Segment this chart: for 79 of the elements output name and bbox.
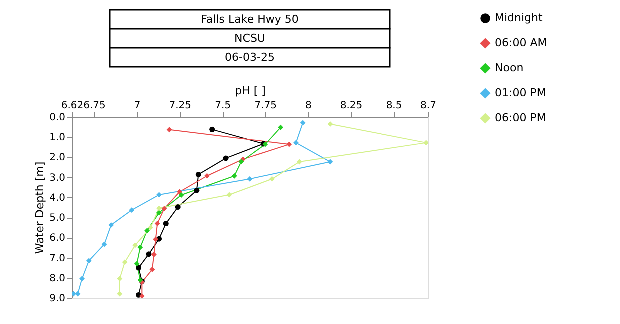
point xyxy=(72,291,76,297)
point xyxy=(139,293,145,298)
legend-label: 01:00 PM xyxy=(495,86,546,100)
x-tick-label: 6.62 xyxy=(61,100,84,112)
point xyxy=(151,252,157,258)
y-tick-label: 5.0 xyxy=(50,213,66,224)
legend-label: Noon xyxy=(495,62,524,74)
point xyxy=(156,210,162,216)
x-tick-label: 7.25 xyxy=(169,100,192,112)
y-tick-label: 1.0 xyxy=(50,132,66,144)
y-tick-label: 0.0 xyxy=(50,112,66,124)
point xyxy=(136,265,142,271)
chart-title: Falls Lake Hwy 50 xyxy=(201,13,299,26)
point xyxy=(86,258,92,264)
point xyxy=(153,236,159,242)
point xyxy=(166,127,172,133)
point xyxy=(177,189,183,195)
point xyxy=(296,159,302,165)
point xyxy=(247,176,253,182)
point xyxy=(424,140,428,146)
y-tick-label: 3.0 xyxy=(50,172,66,184)
x-tick-label: 8.5 xyxy=(386,100,402,112)
point xyxy=(75,291,81,297)
point xyxy=(226,192,232,198)
point xyxy=(156,192,162,198)
legend-label: 06:00 AM xyxy=(495,36,548,50)
point xyxy=(196,172,202,178)
x-axis-title: pH [ ] xyxy=(235,84,266,98)
x-tick-label: 7.5 xyxy=(215,100,232,112)
x-tick-label: 8.25 xyxy=(340,100,363,112)
legend-label: 06:00 PM xyxy=(495,112,546,124)
chart-subtitle: NCSU xyxy=(234,32,266,45)
y-tick-label: 8.0 xyxy=(50,273,66,284)
point xyxy=(223,156,229,162)
point xyxy=(148,225,154,231)
point xyxy=(293,140,299,146)
point xyxy=(117,276,123,282)
y-tick-label: 2.0 xyxy=(50,152,66,164)
point xyxy=(154,221,160,227)
point xyxy=(138,244,144,250)
point xyxy=(129,208,135,214)
point xyxy=(102,242,108,248)
legend-label: Midnight xyxy=(495,12,544,24)
x-tick-label: 6.75 xyxy=(84,100,106,112)
y-tick-label: 4.0 xyxy=(50,192,66,204)
point xyxy=(328,159,334,165)
point xyxy=(163,221,169,227)
point xyxy=(238,159,244,165)
point xyxy=(80,276,86,282)
y-tick-label: 7.0 xyxy=(50,253,66,264)
point xyxy=(300,120,306,126)
x-tick-label: 7.75 xyxy=(254,100,278,112)
point xyxy=(232,173,238,179)
y-axis-title: Water Depth [m] xyxy=(34,162,47,254)
point xyxy=(134,261,140,267)
point xyxy=(156,206,162,212)
point xyxy=(204,173,210,179)
x-tick-label: 8 xyxy=(306,100,312,112)
point xyxy=(278,124,284,130)
text: 06-03-25 xyxy=(225,51,275,64)
point xyxy=(144,228,150,234)
x-tick-label: 7 xyxy=(134,100,141,112)
point xyxy=(194,188,200,194)
point xyxy=(328,122,334,127)
point xyxy=(178,192,184,198)
point xyxy=(270,176,275,182)
point xyxy=(117,291,123,297)
point xyxy=(146,252,152,258)
point xyxy=(132,242,138,248)
x-tick-label: 8.7 xyxy=(420,100,436,112)
y-tick-label: 9.0 xyxy=(50,294,66,304)
y-tick-label: 6.0 xyxy=(50,233,66,244)
point xyxy=(122,260,128,266)
point xyxy=(286,142,292,148)
point xyxy=(175,204,181,210)
point xyxy=(210,126,216,132)
point xyxy=(162,206,168,212)
point xyxy=(108,222,114,228)
point xyxy=(150,266,156,272)
